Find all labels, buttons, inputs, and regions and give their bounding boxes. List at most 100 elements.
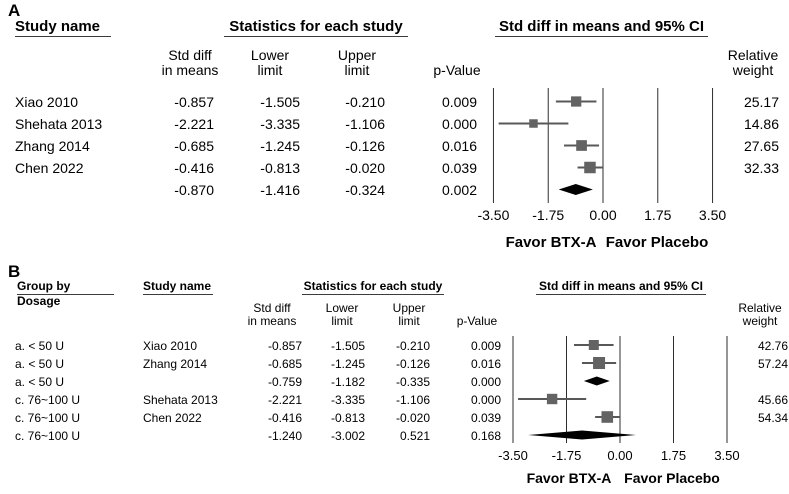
- study-cell: Xiao 2010: [143, 339, 198, 353]
- column-header-study-name-a: Study name: [15, 18, 111, 37]
- col-header-line: limit: [344, 62, 370, 78]
- col-header-upper-limit-a: Upper limit: [317, 48, 397, 78]
- axis-tick-label: -3.50: [477, 207, 510, 223]
- col-header-lower-limit-b: Lower limit: [302, 302, 382, 328]
- p-cell: 0.000: [441, 116, 477, 132]
- std-diff-cell: -0.685: [174, 138, 214, 154]
- study-cell: Xiao 2010: [15, 94, 79, 110]
- group-cell: c. 76~100 U: [15, 411, 81, 425]
- col-header-line: in means: [161, 62, 219, 78]
- col-header-p-value-a: p-Value: [433, 62, 481, 78]
- upper-cell: -1.106: [345, 116, 385, 132]
- col-header-line: Upper: [392, 301, 426, 315]
- col-header-line: limit: [398, 314, 420, 328]
- group-cell: c. 76~100 U: [15, 393, 81, 407]
- p-cell: 0.002: [441, 182, 477, 198]
- lower-cell: -1.505: [330, 339, 365, 353]
- lower-cell: -1.182: [330, 375, 365, 389]
- col-header-p-value-b: p-Value: [456, 314, 498, 328]
- col-header-line: Upper: [337, 47, 377, 63]
- axis-tick-label: 3.50: [714, 448, 740, 463]
- std-diff-cell: -0.416: [174, 160, 214, 176]
- lower-cell: -3.002: [330, 429, 365, 443]
- col-header-relative-weight-a: Relative weight: [713, 48, 789, 78]
- study-cell: Zhang 2014: [15, 138, 90, 154]
- col-header-line: Std diff: [168, 47, 212, 63]
- lower-cell: -1.505: [260, 94, 300, 110]
- plot-title-b: Std diff in means and 95% CI: [536, 279, 706, 295]
- upper-cell: -0.324: [345, 182, 385, 198]
- effect-size-marker: [593, 357, 606, 369]
- column-header-dosage-b: Dosage: [17, 294, 61, 308]
- study-cell: Zhang 2014: [143, 357, 208, 371]
- group-cell: a. < 50 U: [15, 339, 65, 353]
- std-diff-cell: -0.857: [267, 339, 302, 353]
- study-cell: Chen 2022: [143, 411, 202, 425]
- summary-diamond: [558, 184, 593, 195]
- effect-size-marker: [529, 119, 538, 128]
- study-cell: Shehata 2013: [15, 116, 103, 132]
- upper-cell: -0.210: [395, 339, 430, 353]
- std-diff-cell: -1.240: [267, 429, 302, 443]
- axis-tick-label: 1.75: [660, 448, 687, 463]
- p-cell: 0.009: [441, 94, 477, 110]
- axis-tick-label: 3.50: [698, 207, 727, 223]
- col-header-line: Lower: [325, 301, 359, 315]
- col-header-line: Std diff: [253, 301, 291, 315]
- favor-right-label-b: Favor Placebo: [624, 470, 720, 486]
- favor-left-label-b: Favor BTX-A: [526, 470, 612, 486]
- panel-a-label: A: [8, 1, 21, 20]
- column-header-statistics-b: Statistics for each study: [302, 279, 444, 295]
- p-cell: 0.168: [470, 429, 501, 443]
- col-header-std-diff-b: Std diff in means: [232, 302, 312, 328]
- lower-cell: -3.335: [330, 393, 365, 407]
- col-header-upper-limit-b: Upper limit: [369, 302, 449, 328]
- lower-cell: -1.245: [260, 138, 300, 154]
- weight-cell: 27.65: [743, 138, 779, 154]
- col-header-line: Relative: [738, 301, 782, 315]
- col-header-line: in means: [247, 314, 297, 328]
- favor-right-label-a: Favor Placebo: [605, 234, 709, 251]
- col-header-std-diff-a: Std diff in means: [150, 48, 230, 78]
- std-diff-cell: -0.870: [174, 182, 214, 198]
- effect-size-marker: [571, 96, 582, 107]
- study-cell: Chen 2022: [15, 160, 84, 176]
- weight-cell: 14.86: [743, 116, 779, 132]
- p-cell: 0.016: [441, 138, 477, 154]
- summary-diamond: [583, 376, 610, 386]
- p-cell: 0.009: [470, 339, 501, 353]
- upper-cell: -0.210: [345, 94, 385, 110]
- std-diff-cell: -0.416: [267, 411, 302, 425]
- weight-cell: 57.24: [757, 357, 788, 371]
- col-header-line: limit: [331, 314, 353, 328]
- col-header-line: limit: [257, 62, 283, 78]
- axis-tick-label: 0.00: [607, 448, 633, 463]
- p-cell: 0.000: [470, 393, 501, 407]
- axis-tick-label: 1.75: [644, 207, 672, 223]
- group-cell: a. < 50 U: [15, 357, 65, 371]
- p-cell: 0.016: [470, 357, 501, 371]
- std-diff-cell: -0.857: [174, 94, 214, 110]
- upper-cell: -0.020: [395, 411, 430, 425]
- std-diff-cell: -0.685: [267, 357, 302, 371]
- plot-title-a: Std diff in means and 95% CI: [495, 18, 708, 37]
- upper-cell: -0.020: [345, 160, 385, 176]
- upper-cell: -0.126: [345, 138, 385, 154]
- forest-plot-b: [512, 336, 728, 443]
- upper-cell: -1.106: [395, 393, 430, 407]
- lower-cell: -3.335: [260, 116, 300, 132]
- lower-cell: -0.813: [260, 160, 300, 176]
- upper-cell: 0.521: [399, 429, 430, 443]
- axis-tick-label: -1.75: [532, 207, 565, 223]
- weight-cell: 25.17: [743, 94, 779, 110]
- effect-size-marker: [546, 393, 558, 405]
- std-diff-cell: -2.221: [267, 393, 302, 407]
- column-header-statistics-a: Statistics for each study: [224, 18, 408, 37]
- p-cell: 0.000: [470, 375, 501, 389]
- weight-cell: 45.66: [757, 393, 788, 407]
- p-cell: 0.039: [441, 160, 477, 176]
- col-header-line: Lower: [250, 47, 290, 63]
- upper-cell: -0.126: [395, 357, 430, 371]
- col-header-line: Relative: [727, 47, 779, 63]
- effect-size-marker: [584, 161, 596, 174]
